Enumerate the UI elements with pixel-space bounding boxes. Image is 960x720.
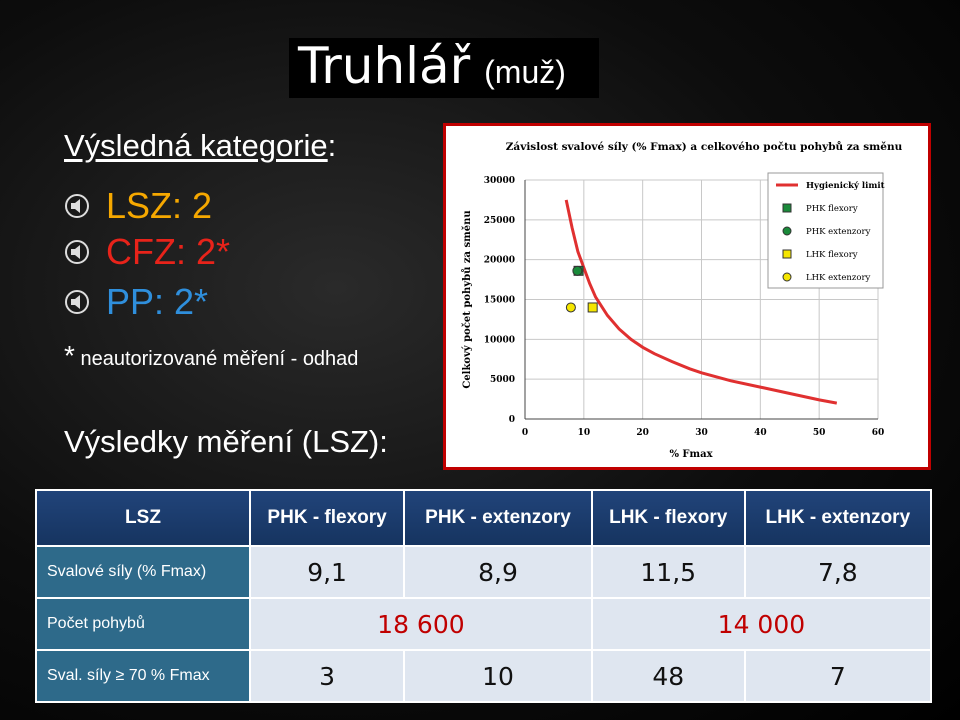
chart-x-tick-label: 50 [813, 428, 826, 438]
chart-legend-swatch [782, 203, 792, 213]
chart-frame: Závislost svalové síly (% Fmax) a celkov… [443, 123, 931, 470]
chart-legend-label: PHK flexory [806, 204, 858, 214]
chart-x-tick-label: 40 [754, 428, 767, 438]
chart-legend-label: PHK extenzory [806, 227, 871, 237]
chart-x-tick-label: 30 [695, 428, 708, 438]
table-cell: 3 [248, 649, 406, 703]
table-cell: 11,5 [590, 545, 746, 599]
chart-x-axis-label: % Fmax [669, 449, 713, 460]
chart-series-line [564, 199, 838, 405]
chart-legend-swatch [782, 226, 792, 236]
result-item-pp: PP: 2* [64, 281, 209, 322]
chart-x-tick-label: 0 [522, 428, 528, 438]
chart-y-tick-label: 30000 [484, 176, 515, 186]
note: * neautorizované měření - odhad [64, 340, 358, 372]
measure-heading-text: Výsledky měření (LSZ) [64, 424, 380, 459]
table-row: Svalové síly (% Fmax) 9,1 8,9 11,5 7,8 [35, 545, 933, 599]
row-label: Svalové síly (% Fmax) [35, 545, 251, 599]
chart-y-tick-label: 15000 [484, 296, 515, 306]
chart-x-tick-label: 60 [872, 428, 885, 438]
chart-y-tick-label: 10000 [484, 335, 515, 345]
table-row: Počet pohybů 18 600 14 000 [35, 597, 933, 651]
result-heading-colon: : [327, 128, 337, 163]
result-lsz: LSZ: 2 [106, 185, 213, 226]
chart-title: Závislost svalové síly (% Fmax) a celkov… [506, 140, 903, 153]
chart-y-tick-label: 20000 [484, 256, 515, 266]
table-header-row: LSZ PHK - flexory PHK - extenzory LHK - … [35, 489, 933, 547]
chart-point [572, 265, 583, 276]
row-label: Počet pohybů [35, 597, 251, 651]
chart-x-tick-label: 10 [578, 428, 591, 438]
table-cell: 48 [590, 649, 746, 703]
table-cell: 7,8 [743, 545, 933, 599]
result-cfz: CFZ: 2* [106, 231, 231, 272]
table-cell: 14 000 [590, 597, 933, 651]
table-cell: 9,1 [248, 545, 406, 599]
table-cell: 10 [403, 649, 593, 703]
measure-heading-colon: : [379, 424, 388, 459]
table-header-cell: LHK - extenzory [743, 489, 933, 547]
table-cell: 18 600 [249, 597, 593, 651]
table-header-cell: PHK - extenzory [403, 489, 593, 547]
result-heading: Výsledná kategorie: [64, 128, 336, 164]
note-star: * [64, 340, 75, 371]
chart-y-tick-label: 25000 [484, 216, 515, 226]
speaker-bullet-icon [65, 240, 89, 264]
result-item-cfz: CFZ: 2* [64, 231, 231, 272]
title-main: Truhlář [298, 37, 471, 95]
measure-heading: Výsledky měření (LSZ): [64, 424, 388, 460]
chart-legend-swatch [782, 249, 792, 259]
chart-legend-label: Hygienický limit [806, 180, 885, 191]
page-title: Truhlář (muž) [298, 36, 566, 102]
results-table: LSZ PHK - flexory PHK - extenzory LHK - … [35, 489, 933, 703]
note-text: neautorizované měření - odhad [80, 348, 359, 370]
chart-legend-label: LHK flexory [806, 250, 858, 260]
row-label: Sval. síly ≥ 70 % Fmax [35, 649, 251, 703]
result-item-lsz: LSZ: 2 [64, 185, 213, 226]
chart: Závislost svalové síly (% Fmax) a celkov… [462, 140, 903, 460]
chart-point [565, 302, 576, 313]
chart-legend-label: LHK extenzory [806, 273, 871, 283]
speaker-bullet-icon [65, 290, 89, 314]
chart-legend-swatch [782, 272, 792, 282]
table-cell: 8,9 [403, 545, 593, 599]
table-header-cell: PHK - flexory [248, 489, 406, 547]
table-header-cell: LSZ [35, 489, 251, 547]
result-pp: PP: 2* [106, 281, 209, 322]
chart-y-tick-label: 5000 [490, 375, 515, 385]
result-heading-text: Výsledná kategorie [64, 128, 328, 163]
chart-y-tick-label: 0 [509, 415, 515, 425]
table-header-cell: LHK - flexory [590, 489, 746, 547]
title-sub: (muž) [484, 54, 566, 90]
title-background [289, 38, 599, 98]
chart-x-tick-label: 20 [636, 428, 649, 438]
table-cell: 7 [743, 649, 933, 703]
table-row: Sval. síly ≥ 70 % Fmax 3 10 48 7 [35, 649, 933, 703]
chart-point [587, 302, 598, 313]
speaker-bullet-icon [65, 194, 89, 218]
chart-y-axis-label: Celkový počet pohybů za směnu [462, 210, 473, 388]
